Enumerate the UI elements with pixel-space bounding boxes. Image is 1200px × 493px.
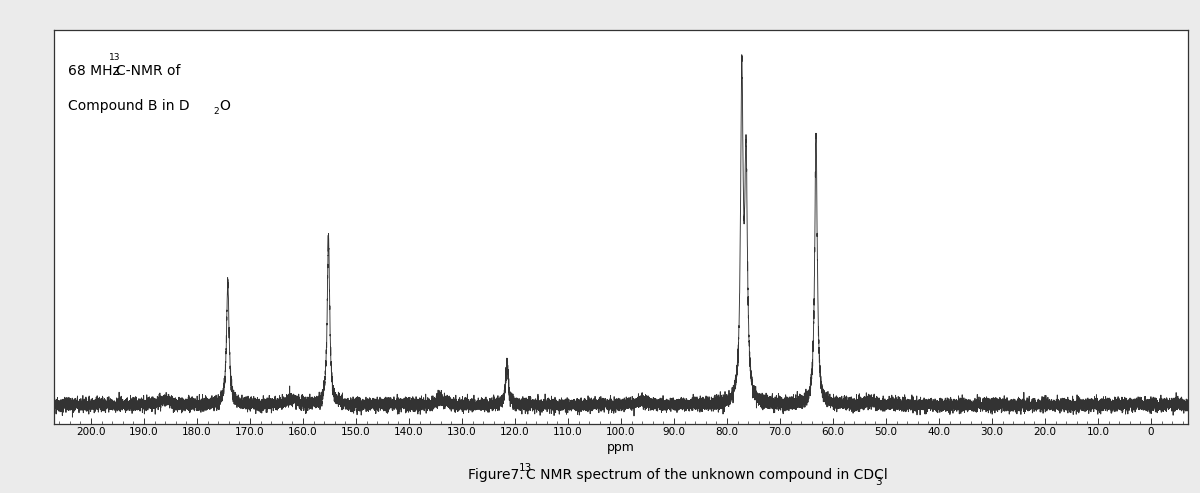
Text: 3: 3: [875, 477, 882, 487]
Text: C-NMR of: C-NMR of: [116, 64, 181, 78]
Text: O: O: [220, 99, 230, 112]
Text: 13: 13: [518, 463, 532, 473]
Text: 13: 13: [109, 53, 121, 62]
Text: C NMR spectrum of the unknown compound in CDCl: C NMR spectrum of the unknown compound i…: [526, 468, 887, 482]
Text: Compound B in D: Compound B in D: [68, 99, 190, 112]
Text: Figure7.: Figure7.: [468, 468, 528, 482]
Text: 2: 2: [214, 107, 220, 116]
Text: 68 MHz: 68 MHz: [68, 64, 125, 78]
X-axis label: ppm: ppm: [607, 441, 635, 454]
